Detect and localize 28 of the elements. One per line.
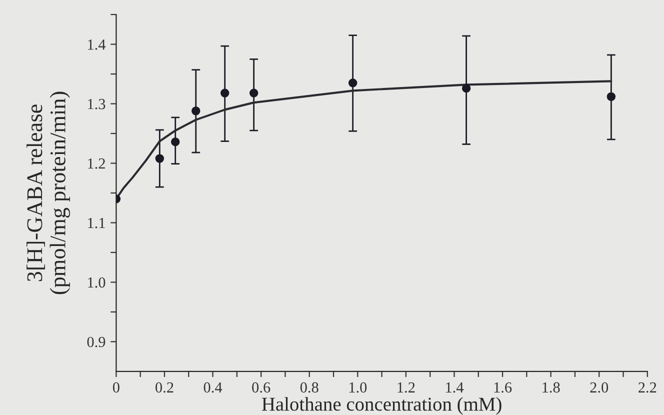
x-tick-label: 1.4 xyxy=(446,382,464,393)
point xyxy=(348,78,358,88)
x-tick-label: 0.4 xyxy=(204,382,222,393)
point xyxy=(155,154,164,163)
point xyxy=(606,92,616,101)
y-tick-label: 1.3 xyxy=(88,98,106,110)
x-tick-label: 0.2 xyxy=(156,382,174,393)
x-axis-title: Halothane concentration (mM) xyxy=(262,397,502,415)
point xyxy=(170,137,180,146)
x-tick-label: 1.0 xyxy=(349,382,367,393)
x-tick-label: 0.8 xyxy=(300,382,318,393)
x-tick-label: 2.0 xyxy=(590,382,608,393)
x-tick-label: 0 xyxy=(112,382,120,393)
y-tick-label: 1.4 xyxy=(88,39,106,50)
x-tick-label: 0.6 xyxy=(252,382,270,393)
x-tick-label: 1.8 xyxy=(542,382,560,393)
point xyxy=(462,84,471,93)
y-tick-label: 1.1 xyxy=(88,218,105,228)
point xyxy=(220,88,230,98)
x-tick-label: 2.2 xyxy=(638,382,656,393)
y-tick-label: 1.0 xyxy=(88,277,106,288)
point xyxy=(249,88,258,98)
y-tick-label: 1.2 xyxy=(88,158,105,169)
x-tick-label: 1.2 xyxy=(398,382,415,393)
y-tick-label: 0.9 xyxy=(87,336,106,348)
y-axis-title: 3[H]-GABA release (pmol/mg protein/min) xyxy=(26,92,70,294)
point xyxy=(192,106,200,116)
x-tick-label: 1.6 xyxy=(494,382,512,393)
